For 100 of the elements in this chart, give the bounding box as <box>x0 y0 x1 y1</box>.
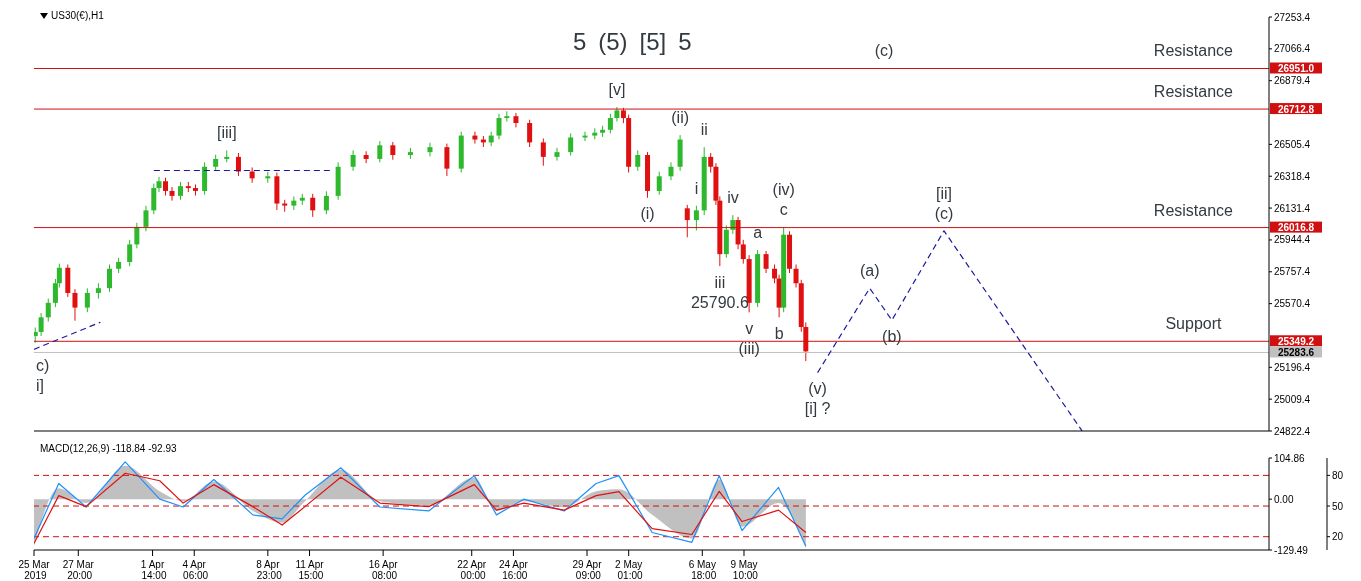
y-tick-label: 27253.4 <box>1274 11 1311 23</box>
annotation: (a) <box>859 262 880 280</box>
candlestick <box>350 149 356 172</box>
x-tick-label: 27 Mar 20:00 <box>62 559 95 581</box>
candlestick <box>540 137 546 167</box>
ref-line-label: 26712.8 <box>1277 103 1315 115</box>
y-tick-label: 25570.4 <box>1274 298 1311 310</box>
candlestick <box>156 176 162 193</box>
y-tick-label: 25757.4 <box>1274 266 1311 278</box>
annotation: 5 <box>678 28 692 56</box>
chart-title: MACD(12,26,9) -118.84 -92.93 <box>40 443 177 454</box>
annotation: Resistance <box>1153 42 1234 60</box>
candlestick <box>310 193 316 218</box>
annotation: iv <box>727 189 739 207</box>
candlestick <box>38 312 44 337</box>
y-tick-label: 26318.4 <box>1274 170 1311 182</box>
candlestick <box>708 152 714 174</box>
annotation: ii <box>700 121 708 139</box>
annotation: Support <box>1165 315 1223 333</box>
candlestick <box>693 205 699 231</box>
annotation: Resistance <box>1153 83 1234 101</box>
x-tick-label: 25 Mar 2019 <box>18 559 51 581</box>
ref-line-label: 25283.6 <box>1277 346 1315 358</box>
annotation: (5) <box>598 28 628 56</box>
candlestick <box>668 161 674 181</box>
candlestick <box>377 140 383 163</box>
candlestick <box>134 222 140 249</box>
x-tick-label: 29 Apr 09:00 <box>572 559 603 581</box>
candlestick <box>635 149 641 172</box>
y-tick-label: 26131.4 <box>1274 202 1311 214</box>
x-tick-label: 4 Apr 06:00 <box>180 559 209 581</box>
candlestick <box>127 239 133 267</box>
y-tick-label: 26505.4 <box>1274 138 1311 150</box>
candlestick <box>684 204 690 238</box>
annotation: v <box>745 319 754 337</box>
x-tick-label: 1 Apr 14:00 <box>138 559 167 581</box>
y2-tick-label: 20 <box>1332 531 1344 543</box>
x-tick-label: 6 May 18:00 <box>688 559 717 581</box>
candlestick <box>235 152 241 177</box>
candlestick <box>472 131 478 145</box>
candlestick <box>763 250 769 274</box>
x-tick-label: 11 Apr 15:00 <box>295 559 325 581</box>
y-tick-label: 26879.4 <box>1274 75 1311 87</box>
candlestick <box>656 171 662 196</box>
candlestick <box>444 143 450 177</box>
annotation: (i) <box>640 205 655 223</box>
annotation: c <box>779 200 788 218</box>
annotation: c) <box>36 356 50 374</box>
candlestick <box>740 239 746 265</box>
candlestick <box>45 298 51 323</box>
x-tick-label: 8 Apr 23:00 <box>253 559 283 581</box>
annotation: (iii) <box>738 339 760 357</box>
annotation: Resistance <box>1153 201 1234 219</box>
candlestick <box>607 113 613 134</box>
annotation: [v] <box>608 80 626 98</box>
x-tick-label: 16 Apr 08:00 <box>368 559 399 581</box>
candlestick <box>106 264 112 293</box>
y-tick-label: -129.49 <box>1274 544 1309 556</box>
y-tick-label: 104.86 <box>1274 452 1306 464</box>
candlestick <box>84 287 90 313</box>
candlestick <box>72 288 78 322</box>
annotation: b <box>774 324 784 342</box>
y-tick-label: 24822.4 <box>1274 425 1311 437</box>
annotation: [i] ? <box>804 400 831 418</box>
annotation: [iii] <box>217 124 237 142</box>
annotation: (v) <box>808 380 827 398</box>
candlestick <box>793 264 799 288</box>
candlestick <box>496 113 502 140</box>
y-tick-label: 25196.4 <box>1274 361 1311 373</box>
annotation: 25790.6 <box>690 293 749 311</box>
candlestick <box>513 112 519 128</box>
x-tick-label: 2 May 01:00 <box>614 559 644 581</box>
annotation: (ii) <box>671 109 690 127</box>
y-tick-label: 25009.4 <box>1274 393 1311 405</box>
annotation: (c) <box>874 42 894 60</box>
chart-title: US30(€),H1 <box>51 10 104 21</box>
annotation: 5 <box>572 28 587 56</box>
annotation: i <box>694 179 699 197</box>
candlestick <box>151 183 157 215</box>
y2-tick-label: 80 <box>1332 469 1344 481</box>
annotation: [5] <box>639 28 667 56</box>
annotation: (iv) <box>772 180 795 198</box>
annotation: a <box>753 224 763 242</box>
ref-line-label: 25349.2 <box>1277 335 1315 347</box>
y-tick-label: 27066.4 <box>1274 43 1311 55</box>
candlestick <box>143 205 149 232</box>
candlestick <box>427 142 433 157</box>
annotation: (b) <box>882 327 902 345</box>
x-tick-label: 24 Apr 16:00 <box>498 559 529 581</box>
annotation: i] <box>36 376 44 394</box>
y2-tick-label: 50 <box>1332 500 1344 512</box>
x-tick-label: 22 Apr 00:00 <box>457 559 487 581</box>
y-tick-label: 25944.4 <box>1274 234 1311 246</box>
candlestick <box>568 132 574 157</box>
candlestick <box>730 214 736 235</box>
x-tick-label: 9 May 10:00 <box>730 559 759 581</box>
candlestick <box>527 119 533 148</box>
annotation: (c) <box>934 204 954 222</box>
candlestick <box>323 190 329 215</box>
ref-line-label: 26951.0 <box>1277 63 1315 74</box>
